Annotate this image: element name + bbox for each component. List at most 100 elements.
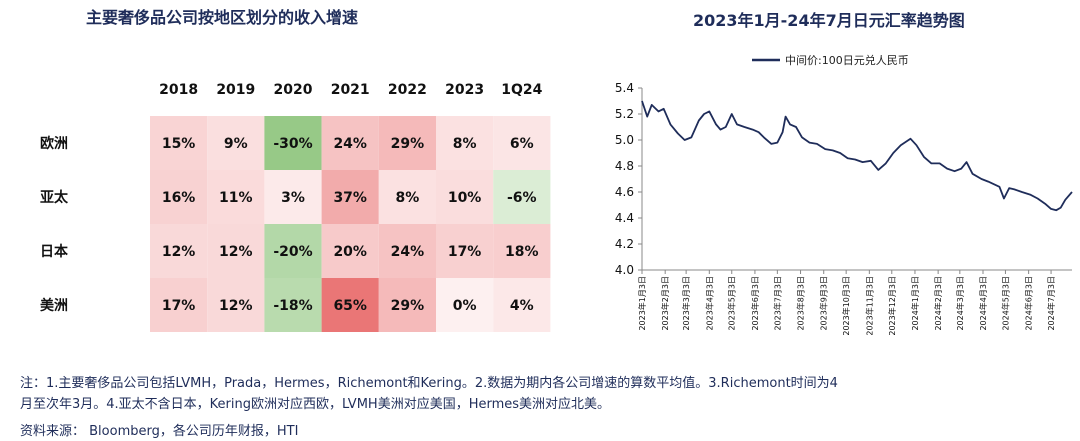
heatmap-cell — [378, 116, 436, 170]
column-header: 2023 — [445, 82, 484, 98]
x-tick-label: 2024年4月3日 — [978, 276, 988, 331]
cell-value: 10% — [448, 190, 482, 206]
legend: 中间价:100日元兑人民币 — [752, 53, 909, 67]
x-tick-label: 2023年12月3日 — [887, 276, 897, 336]
cell-value: 9% — [224, 136, 248, 152]
cell-value: 29% — [391, 298, 425, 314]
revenue-growth-heatmap: 2018 2019 2020 2021 2022 2023 1Q24 欧洲 15% 9% -30% 2… — [40, 82, 551, 332]
x-tick-label: 2023年2月3日 — [660, 276, 670, 331]
heatmap-cell — [378, 278, 436, 332]
cell-value: 16% — [162, 190, 196, 206]
heatmap-cell — [321, 224, 379, 278]
cell-value: 12% — [162, 244, 196, 260]
y-tick-label: 4.4 — [615, 211, 634, 225]
series-line — [641, 100, 1073, 212]
heatmap-cell — [378, 170, 436, 224]
heatmap-cell — [493, 224, 551, 278]
cell-value: 65% — [333, 298, 367, 314]
y-tick-label: 4.0 — [615, 263, 634, 277]
heatmap-cell — [493, 170, 551, 224]
cell-value: -18% — [273, 298, 312, 314]
heatmap-cell — [264, 116, 322, 170]
y-tick-label: 5.2 — [615, 107, 634, 121]
source-note: 资料来源： Bloomberg，各公司历年财报，HTI — [20, 424, 299, 439]
heatmap-cell — [436, 170, 494, 224]
cell-value: 3% — [281, 190, 305, 206]
cell-value: 17% — [162, 298, 196, 314]
row-label: 日本 — [40, 243, 69, 260]
y-tick-label: 5.0 — [615, 133, 634, 147]
heatmap-cell — [150, 224, 208, 278]
column-header: 2020 — [274, 82, 313, 98]
heatmap-cell — [378, 224, 436, 278]
heatmap-cell — [150, 170, 208, 224]
heatmap-cell — [150, 116, 208, 170]
x-tick-label: 2024年1月3日 — [910, 276, 920, 331]
x-tick-label: 2024年3月3日 — [955, 276, 965, 331]
y-tick-label: 4.2 — [615, 237, 634, 251]
y-tick-label: 4.6 — [615, 185, 634, 199]
heatmap-cell — [207, 116, 265, 170]
heatmap-cell — [493, 278, 551, 332]
cell-value: 29% — [391, 136, 425, 152]
cell-value: 8% — [396, 190, 420, 206]
x-tick-label: 2023年10月3日 — [841, 276, 851, 336]
cell-value: 0% — [453, 298, 477, 314]
cell-value: 24% — [333, 136, 367, 152]
heatmap-cell — [436, 116, 494, 170]
x-tick-label: 2023年9月3日 — [819, 276, 829, 331]
left-chart-title: 主要奢侈品公司按地区划分的收入增速 — [86, 8, 359, 27]
cell-value: 18% — [505, 244, 539, 260]
heatmap-cell — [264, 224, 322, 278]
cell-value: 17% — [448, 244, 482, 260]
row-label: 亚太 — [40, 189, 69, 206]
x-tick-label: 2024年7月3日 — [1046, 276, 1056, 331]
column-header: 1Q24 — [501, 82, 542, 98]
legend-label: 中间价:100日元兑人民币 — [785, 53, 909, 67]
x-tick-label: 2023年4月3日 — [704, 276, 714, 331]
x-tick-label: 2023年1月3日 — [637, 276, 647, 331]
y-tick-label: 4.8 — [615, 159, 634, 173]
x-tick-label: 2024年6月3日 — [1024, 276, 1034, 331]
heatmap-cell — [264, 170, 322, 224]
heatmap-cell — [207, 278, 265, 332]
x-tick-label: 2023年5月3日 — [727, 276, 737, 331]
x-tick-label: 2023年8月3日 — [796, 276, 806, 331]
cell-value: -20% — [273, 244, 312, 260]
cell-value: 6% — [510, 136, 534, 152]
cell-value: 15% — [162, 136, 196, 152]
cell-value: 20% — [333, 244, 367, 260]
column-header: 2021 — [331, 82, 370, 98]
note-line-2: 月至次年3月。4.亚太不含日本，Kering欧洲对应西欧，LVMH美洲对应美国，… — [20, 397, 611, 412]
heatmap-cell — [321, 116, 379, 170]
cell-value: 4% — [510, 298, 534, 314]
x-tick-label: 2023年11月3日 — [864, 276, 874, 336]
heatmap-cell — [436, 224, 494, 278]
cell-value: 8% — [453, 136, 477, 152]
heatmap-cell — [321, 170, 379, 224]
cell-value: 37% — [333, 190, 367, 206]
heatmap-cell — [207, 170, 265, 224]
cell-value: -30% — [273, 136, 312, 152]
cell-value: -6% — [507, 190, 537, 206]
column-header: 2018 — [159, 82, 198, 98]
row-label: 美洲 — [40, 297, 68, 314]
heatmap-cell — [207, 224, 265, 278]
x-tick-label: 2023年6月3日 — [750, 276, 760, 331]
column-header: 2022 — [388, 82, 427, 98]
x-tick-label: 2024年2月3日 — [933, 276, 943, 331]
x-tick-label: 2023年3月3日 — [681, 276, 691, 331]
note-line-1: 注：1.主要奢侈品公司包括LVMH，Prada，Hermes，Richemont… — [20, 376, 838, 391]
heatmap-cell — [150, 278, 208, 332]
cell-value: 11% — [219, 190, 253, 206]
right-chart-title: 2023年1月-24年7月日元汇率趋势图 — [693, 11, 965, 30]
y-tick-label: 5.4 — [615, 81, 634, 95]
column-header: 2019 — [216, 82, 255, 98]
x-tick-label: 2023年7月3日 — [772, 276, 782, 331]
heatmap-cell — [264, 278, 322, 332]
heatmap-cell — [493, 116, 551, 170]
jpy-rate-line-chart: 中间价:100日元兑人民币 4.0 4.2 4.4 4.6 4.8 5.0 5.2 5.4 202… — [615, 53, 1073, 336]
heatmap-cell — [436, 278, 494, 332]
row-label: 欧洲 — [40, 135, 68, 152]
cell-value: 12% — [219, 298, 253, 314]
